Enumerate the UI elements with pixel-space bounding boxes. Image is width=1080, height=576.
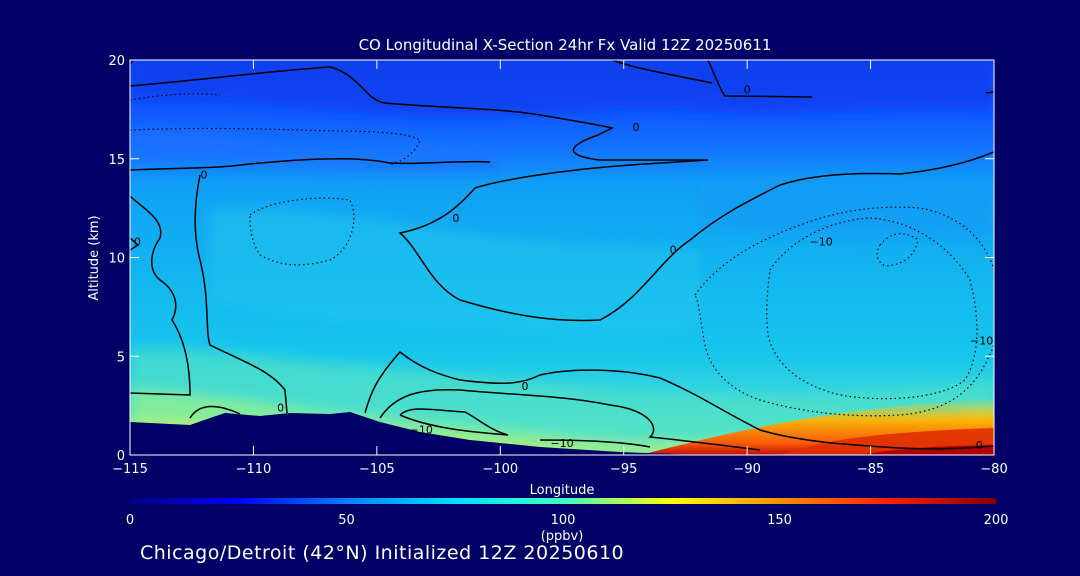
terrain-mask — [130, 412, 700, 455]
contour-label: 0 — [277, 402, 284, 415]
x-tick-label: −100 — [482, 462, 518, 477]
contour-label: 0 — [134, 236, 141, 249]
initialization-caption: Chicago/Detroit (42°N) Initialized 12Z 2… — [140, 542, 625, 564]
contour-label: 0 — [670, 244, 677, 257]
colorbar-unit-label: (ppbv) — [541, 529, 584, 544]
contour-label: −10 — [810, 236, 833, 249]
x-tick-label: −90 — [733, 462, 760, 477]
colorbar — [130, 498, 996, 504]
contour-label: 0 — [127, 54, 134, 67]
contour-label: −10 — [970, 334, 993, 347]
x-tick-label: −80 — [980, 462, 1007, 477]
x-tick-label: −105 — [359, 462, 395, 477]
y-axis: 0 5 10 15 20 — [108, 54, 994, 464]
x-axis: −115 −110 −105 −100 −95 −90 −85 −80 — [112, 60, 1008, 477]
x-tick-label: −85 — [857, 462, 884, 477]
y-tick-label: 10 — [108, 252, 125, 267]
y-tick-label: 15 — [108, 153, 125, 168]
y-tick-label: 0 — [117, 449, 125, 464]
contour-label: 0 — [201, 169, 208, 182]
y-tick-label: 5 — [117, 350, 125, 365]
y-axis-label: Altitude (km) — [87, 215, 102, 300]
solid-contours — [130, 60, 994, 451]
chart-title: CO Longitudinal X-Section 24hr Fx Valid … — [359, 36, 772, 54]
colorbar-ticks: 0 50 100 150 200 — [126, 513, 1009, 528]
colorbar-tick-label: 100 — [551, 513, 576, 528]
colorbar-tick-label: 50 — [338, 513, 355, 528]
contour-label: 0 — [976, 439, 983, 452]
colorbar-tick-label: 0 — [126, 513, 134, 528]
x-tick-label: −95 — [610, 462, 637, 477]
plot-area: 0 0 0 0 0 0 0 −10 −10 0 0 −10 −10 0 — [127, 54, 994, 455]
contour-labels: 0 0 0 0 0 0 0 −10 −10 0 0 −10 −10 0 — [127, 54, 993, 452]
contour-label: 0 — [633, 121, 640, 134]
contour-label: −10 — [550, 437, 573, 450]
contour-label: 0 — [452, 212, 459, 225]
contour-label: 0 — [744, 84, 751, 97]
y-tick-label: 20 — [108, 54, 125, 69]
x-tick-label: −115 — [112, 462, 148, 477]
colorbar-tick-label: 200 — [984, 513, 1009, 528]
contour-label: −10 — [410, 423, 433, 436]
contour-label: 0 — [521, 380, 528, 393]
x-tick-label: −110 — [236, 462, 272, 477]
colorbar-tick-label: 150 — [767, 513, 792, 528]
dotted-contours — [130, 93, 994, 417]
x-axis-label: Longitude — [530, 483, 595, 498]
